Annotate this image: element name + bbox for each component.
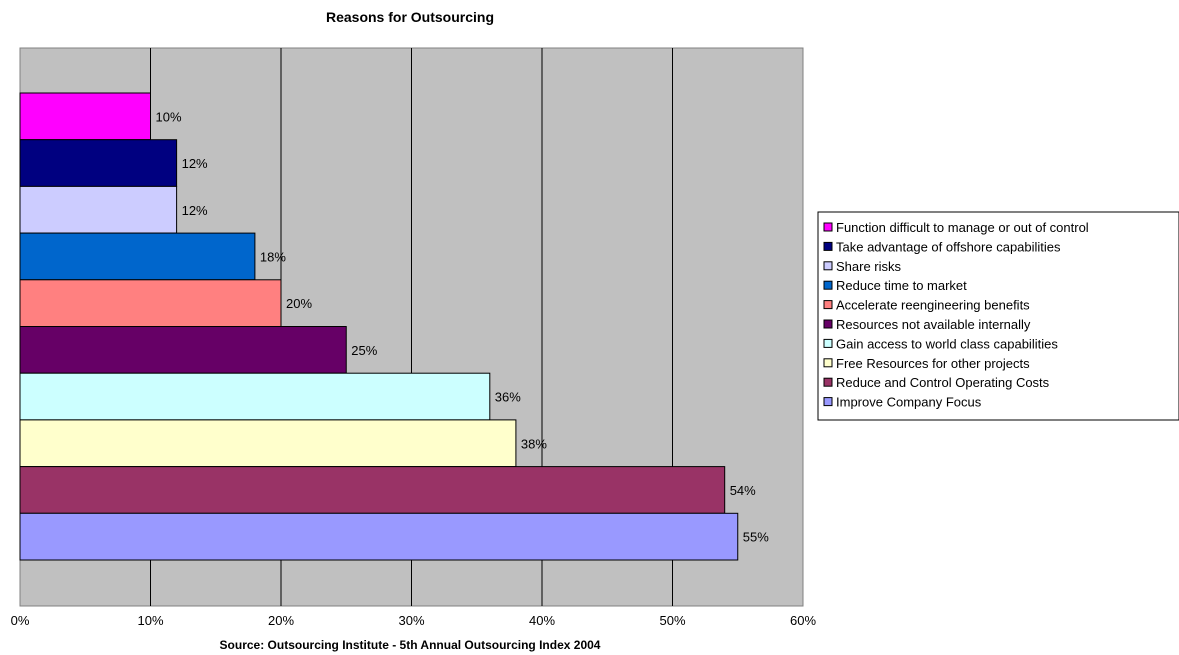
bar [19, 512, 739, 561]
x-axis-ticks: 0% 10% 20% 30% 40% 50% 60% [11, 613, 817, 628]
legend-swatch [823, 377, 833, 387]
legend: Function difficult to manage or out of c… [817, 211, 1179, 421]
legend-swatch [823, 358, 833, 368]
legend-swatch [823, 300, 833, 310]
bar [19, 232, 256, 281]
bar [19, 326, 347, 374]
legend-swatch [823, 261, 833, 271]
legend-label: Reduce and Control Operating Costs [836, 375, 1050, 390]
data-label: 36% [495, 390, 521, 405]
data-labels: 10% 12% 12% 18% 20% 25% 36% 38% 54% 55% [156, 109, 770, 544]
legend-swatch [823, 397, 833, 407]
legend-box [817, 211, 1179, 421]
legend-swatch [823, 241, 833, 251]
data-label: 10% [156, 109, 182, 124]
bar [19, 466, 726, 514]
data-label: 25% [351, 343, 377, 358]
x-axis-label: Source: Outsourcing Institute - 5th Annu… [220, 638, 601, 652]
bar [19, 92, 151, 141]
data-label: 12% [182, 156, 208, 171]
data-label: 18% [260, 249, 286, 264]
x-tick-label: 10% [137, 613, 163, 628]
bar [19, 419, 517, 468]
legend-swatch [823, 338, 833, 348]
x-tick-label: 0% [11, 613, 30, 628]
legend-label: Improve Company Focus [836, 395, 982, 410]
data-label: 54% [730, 483, 756, 498]
x-tick-label: 50% [659, 613, 685, 628]
bar [19, 372, 491, 421]
bar [19, 185, 178, 234]
data-label: 55% [743, 530, 769, 545]
x-tick-label: 30% [398, 613, 424, 628]
bars [19, 92, 739, 561]
chart-title: Reasons for Outsourcing [326, 9, 494, 25]
legend-swatch [823, 280, 833, 290]
bar [19, 279, 282, 327]
x-tick-label: 60% [790, 613, 816, 628]
x-tick-label: 20% [268, 613, 294, 628]
legend-label: Reduce time to market [836, 278, 967, 293]
legend-label: Share risks [836, 259, 902, 274]
data-label: 38% [521, 436, 547, 451]
bar [19, 139, 178, 187]
legend-label: Free Resources for other projects [836, 356, 1030, 371]
legend-label: Resources not available internally [836, 317, 1031, 332]
legend-swatch [823, 222, 833, 232]
legend-label: Take advantage of offshore capabilities [836, 239, 1061, 254]
x-tick-label: 40% [529, 613, 555, 628]
data-label: 20% [286, 296, 312, 311]
legend-label: Function difficult to manage or out of c… [836, 220, 1089, 235]
legend-label: Gain access to world class capabilities [836, 336, 1058, 351]
legend-swatch [823, 319, 833, 329]
data-label: 12% [182, 203, 208, 218]
legend-label: Accelerate reengineering benefits [836, 298, 1030, 313]
